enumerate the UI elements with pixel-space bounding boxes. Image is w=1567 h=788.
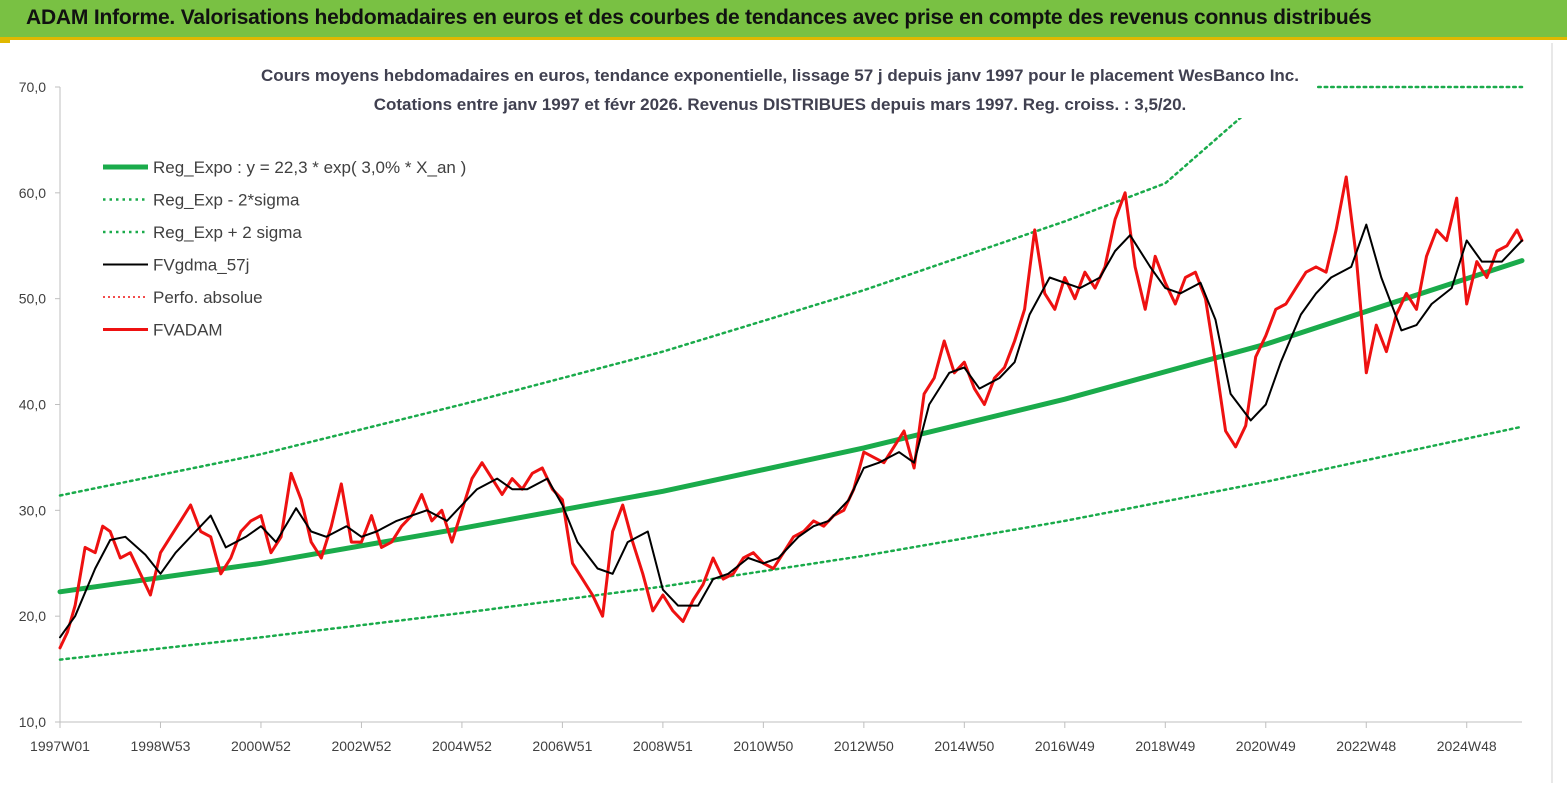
x-tick-label: 2018W49 bbox=[1135, 738, 1195, 754]
title-backdrop bbox=[243, 60, 1317, 118]
trend-line bbox=[57, 258, 1525, 595]
x-tick-label: 2012W50 bbox=[834, 738, 894, 754]
lower-band-line bbox=[58, 425, 1524, 661]
series-layer bbox=[57, 85, 1525, 661]
x-tick-label: 2016W49 bbox=[1035, 738, 1095, 754]
x-tick-label: 2020W49 bbox=[1236, 738, 1296, 754]
x-tick-label: 2010W50 bbox=[733, 738, 793, 754]
x-tick-label: 1997W01 bbox=[30, 738, 90, 754]
y-tick-label: 50,0 bbox=[19, 291, 46, 307]
chart-title: Cours moyens hebdomadaires en euros, ten… bbox=[261, 66, 1299, 85]
y-tick-label: 30,0 bbox=[19, 502, 46, 518]
x-tick-label: 2000W52 bbox=[231, 738, 291, 754]
x-tick-label: 1998W53 bbox=[131, 738, 191, 754]
x-tick-label: 2014W50 bbox=[934, 738, 994, 754]
x-tick-label: 2024W48 bbox=[1437, 738, 1497, 754]
y-tick-label: 20,0 bbox=[19, 608, 46, 624]
legend-lower-band-label: Reg_Exp - 2*sigma bbox=[153, 191, 300, 210]
x-tick-label: 2002W52 bbox=[331, 738, 391, 754]
y-tick-label: 70,0 bbox=[19, 79, 46, 95]
legend-perf-label: Perfo. absolue bbox=[153, 288, 263, 307]
chart-area: 10,0 20,0 30,0 40,0 50,0 60,0 70,0 1997W01 1998W… bbox=[0, 43, 1567, 783]
report-title: ADAM Informe. Valorisations hebdomadaire… bbox=[26, 6, 1372, 29]
upper-band-line bbox=[58, 85, 1524, 497]
legend-upper-band-label: Reg_Exp + 2 sigma bbox=[153, 223, 302, 242]
title-layer: Cours moyens hebdomadaires en euros, ten… bbox=[243, 60, 1317, 118]
smoothed-line bbox=[59, 223, 1523, 639]
x-tick-label: 2008W51 bbox=[633, 738, 693, 754]
chart-background bbox=[0, 43, 1567, 783]
legend: Reg_Expo : y = 22,3 * exp( 3,0% * X_an )… bbox=[103, 158, 466, 340]
report-banner: ADAM Informe. Valorisations hebdomadaire… bbox=[0, 0, 1567, 40]
chart-subtitle: Cotations entre janv 1997 et févr 2026. … bbox=[374, 95, 1187, 114]
legend-smoothed-label: FVgdma_57j bbox=[153, 256, 249, 275]
y-tick-label: 10,0 bbox=[19, 714, 46, 730]
price-chart: 10,0 20,0 30,0 40,0 50,0 60,0 70,0 1997W01 1998W… bbox=[0, 43, 1567, 783]
legend-price-label: FVADAM bbox=[153, 321, 223, 340]
legend-trend-label: Reg_Expo : y = 22,3 * exp( 3,0% * X_an ) bbox=[153, 158, 466, 177]
price-line bbox=[58, 175, 1524, 650]
y-tick-label: 40,0 bbox=[19, 397, 46, 413]
banner-corner-mark bbox=[0, 38, 10, 44]
x-tick-label: 2022W48 bbox=[1336, 738, 1396, 754]
x-tick-label: 2004W52 bbox=[432, 738, 492, 754]
y-tick-label: 60,0 bbox=[19, 185, 46, 201]
x-tick-label: 2006W51 bbox=[532, 738, 592, 754]
axes: 10,0 20,0 30,0 40,0 50,0 60,0 70,0 1997W01 1998W… bbox=[19, 79, 1522, 754]
